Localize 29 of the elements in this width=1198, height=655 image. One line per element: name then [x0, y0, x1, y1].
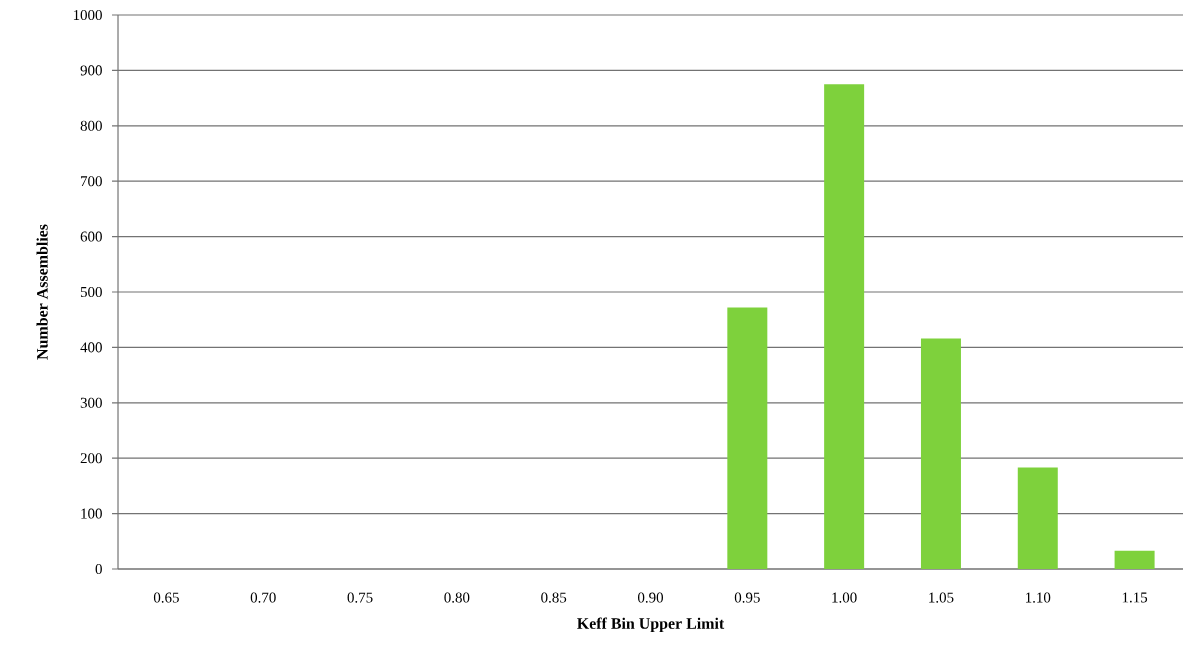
x-tick-label: 1.00 [832, 592, 857, 603]
x-tick-label: 1.15 [1122, 592, 1148, 603]
y-tick-label: 900 [80, 65, 102, 76]
x-axis-title: Keff Bin Upper Limit [577, 617, 725, 633]
y-tick-label: 300 [80, 397, 102, 408]
x-tick-label: 0.80 [444, 592, 470, 603]
y-tick-label: 1000 [73, 9, 102, 21]
x-tick-label: 1.05 [929, 592, 954, 603]
x-tick-label: 0.85 [541, 592, 567, 603]
y-tick-label: 0 [95, 563, 102, 575]
x-tick-label: 0.90 [637, 592, 664, 603]
x-tick-label: 0.75 [347, 592, 373, 603]
y-tick-label: 400 [80, 342, 102, 353]
bar [920, 338, 961, 569]
x-tick-label: 0.65 [153, 592, 179, 603]
y-tick-label: 800 [80, 120, 102, 131]
y-axis-title: Number Assemblies [36, 224, 48, 360]
x-tick-label: 1.10 [1026, 592, 1051, 603]
y-tick-label: 200 [80, 453, 102, 464]
bar [727, 307, 768, 569]
bar [824, 84, 865, 569]
x-tick-label: 0.95 [734, 592, 760, 603]
y-tick-label: 500 [80, 286, 102, 298]
bar [1114, 550, 1155, 569]
y-tick-label: 700 [81, 176, 102, 187]
x-tick-label: 0.70 [250, 592, 276, 603]
y-tick-label: 100 [81, 508, 102, 519]
bar [1017, 467, 1058, 569]
y-tick-label: 600 [80, 231, 102, 242]
